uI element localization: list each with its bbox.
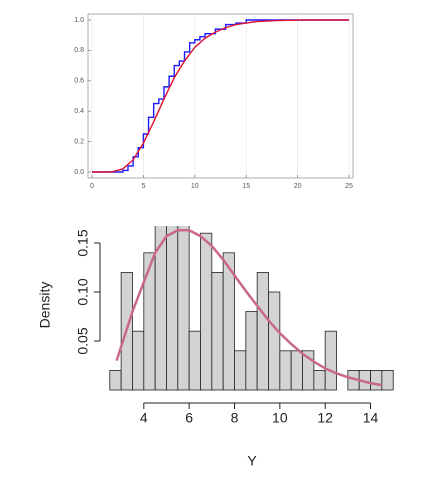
x-tick-label: 4 <box>140 410 148 426</box>
bar <box>245 311 258 391</box>
bar <box>166 226 179 391</box>
y-tick-label: 0.15 <box>75 229 91 256</box>
y-tick-label: 0.8 <box>74 47 84 54</box>
y-axis-label: Density <box>37 282 53 329</box>
bar <box>211 271 224 391</box>
bar <box>256 271 269 391</box>
plot-frame <box>87 13 354 179</box>
bar <box>109 369 122 391</box>
x-tick-label: 10 <box>272 410 288 426</box>
bar <box>290 350 303 391</box>
bar <box>132 330 145 391</box>
cdf-line <box>92 19 349 173</box>
x-tick-label: 14 <box>363 410 379 426</box>
y-tick-label: 0.4 <box>74 108 84 115</box>
y-tick-label: 0.10 <box>75 278 91 305</box>
x-tick-label: 6 <box>185 410 193 426</box>
x-tick-label: 10 <box>191 183 199 190</box>
x-axis-label: Y <box>247 453 257 469</box>
bar <box>222 252 235 391</box>
bar <box>313 369 326 391</box>
bar <box>381 369 394 391</box>
x-tick-label: 0 <box>90 183 94 190</box>
bar <box>143 252 156 391</box>
bar <box>177 226 190 391</box>
bar <box>188 330 201 391</box>
y-tick-label: 0.2 <box>74 138 84 145</box>
x-tick-label: 12 <box>317 410 333 426</box>
x-tick-label: 5 <box>141 183 145 190</box>
cdf-line <box>92 19 349 173</box>
bar <box>279 350 292 391</box>
y-tick-label: 1.0 <box>74 17 84 24</box>
bar <box>200 232 213 391</box>
y-tick-label: 0.05 <box>75 327 91 354</box>
bar <box>370 369 383 391</box>
x-tick-label: 20 <box>294 183 302 190</box>
x-tick-label: 25 <box>345 183 353 190</box>
bar <box>268 291 281 391</box>
bar <box>324 330 337 391</box>
y-tick-label: 0.0 <box>74 169 84 176</box>
x-tick-label: 15 <box>242 183 250 190</box>
x-tick-label: 8 <box>231 410 239 426</box>
bar <box>234 350 247 391</box>
y-tick-label: 0.6 <box>74 78 84 85</box>
density-curve <box>115 229 383 387</box>
